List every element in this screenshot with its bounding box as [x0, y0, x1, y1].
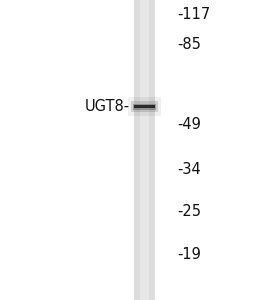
Text: -19: -19 — [177, 247, 201, 262]
Bar — [133, 103, 156, 109]
Bar — [128, 97, 161, 116]
Text: -25: -25 — [177, 204, 201, 219]
Bar — [134, 105, 155, 108]
Text: -85: -85 — [177, 37, 201, 52]
Text: -49: -49 — [177, 117, 201, 132]
Bar — [131, 101, 158, 112]
Bar — [134, 0, 155, 300]
Text: -117: -117 — [177, 7, 210, 22]
Text: UGT8-: UGT8- — [85, 99, 130, 114]
Bar — [140, 0, 149, 300]
Text: -34: -34 — [177, 162, 201, 177]
